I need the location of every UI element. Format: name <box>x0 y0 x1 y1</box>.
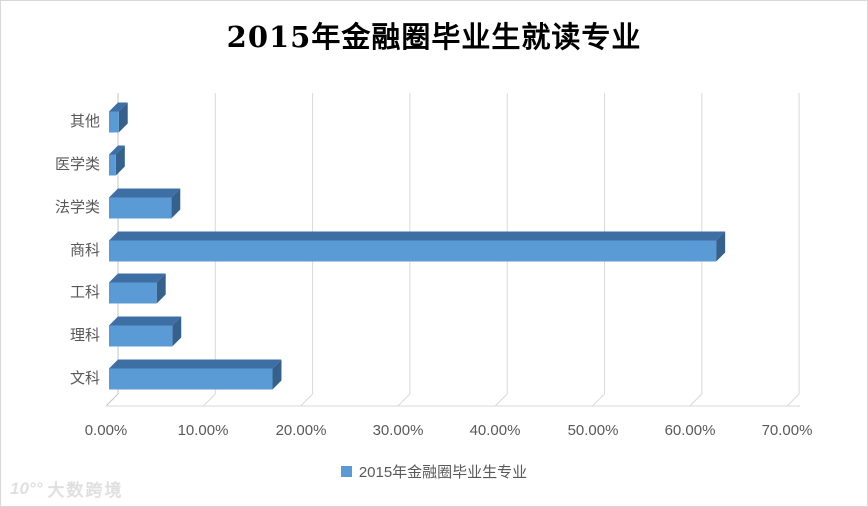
bar <box>109 282 157 304</box>
x-axis-tick-label: 60.00% <box>664 422 716 439</box>
bar <box>109 197 172 219</box>
gridline-foot <box>300 393 313 407</box>
x-axis-tick-label: 0.00% <box>84 422 128 439</box>
legend-label: 2015年金融圈毕业生专业 <box>358 464 528 481</box>
bar <box>109 325 173 347</box>
gridline-foot <box>592 393 605 407</box>
x-axis-tick-label: 50.00% <box>567 422 619 439</box>
gridline-foot <box>397 393 411 407</box>
x-axis-tick-label: 20.00% <box>275 422 327 439</box>
gridline-foot <box>786 393 800 407</box>
gridline-foot <box>105 393 119 407</box>
bar-side-face <box>172 316 182 347</box>
bar-top-face <box>109 188 181 198</box>
bar <box>109 154 116 176</box>
bar-side-face <box>272 359 282 390</box>
legend: 2015年金融圈毕业生专业 <box>0 461 868 482</box>
x-axis-tick-label: 30.00% <box>372 422 424 439</box>
legend-swatch-icon <box>340 466 352 477</box>
watermark-logo: 10°° <box>10 478 43 498</box>
bar <box>109 111 119 133</box>
bar-top-face <box>109 316 182 326</box>
chart-title: 2015年金融圈毕业生就读专业 <box>226 20 642 54</box>
bar-side-face <box>115 145 125 176</box>
x-axis-tick-label: 40.00% <box>469 422 521 439</box>
bar-top-face <box>109 359 282 369</box>
y-axis-label: 文科 <box>69 370 100 387</box>
y-axis-label: 其他 <box>69 113 100 130</box>
watermark-text: 大数跨境 <box>47 481 124 500</box>
y-axis-label: 理科 <box>69 327 100 344</box>
bar-side-face <box>171 188 181 219</box>
x-axis-tick-label: 70.00% <box>761 422 813 439</box>
bar-top-face <box>109 231 726 241</box>
bar-side-face <box>716 231 726 262</box>
y-axis-label: 商科 <box>69 242 100 259</box>
bar-top-face <box>109 145 125 155</box>
y-axis-label: 工科 <box>69 284 100 301</box>
gridline-foot <box>689 393 703 407</box>
bar-top-face <box>109 273 166 283</box>
bar <box>109 240 717 262</box>
y-axis-label: 医学类 <box>54 156 100 173</box>
y-axis-label: 法学类 <box>54 199 100 216</box>
bar-top-face <box>109 102 128 112</box>
x-axis-tick-label: 10.00% <box>177 422 229 439</box>
bar-side-face <box>156 273 166 304</box>
watermark: 10°° 大数跨境 <box>10 476 124 501</box>
bar-side-face <box>118 102 128 133</box>
bar <box>109 368 273 390</box>
gridline-foot <box>202 393 216 407</box>
gridline-foot <box>494 393 508 407</box>
